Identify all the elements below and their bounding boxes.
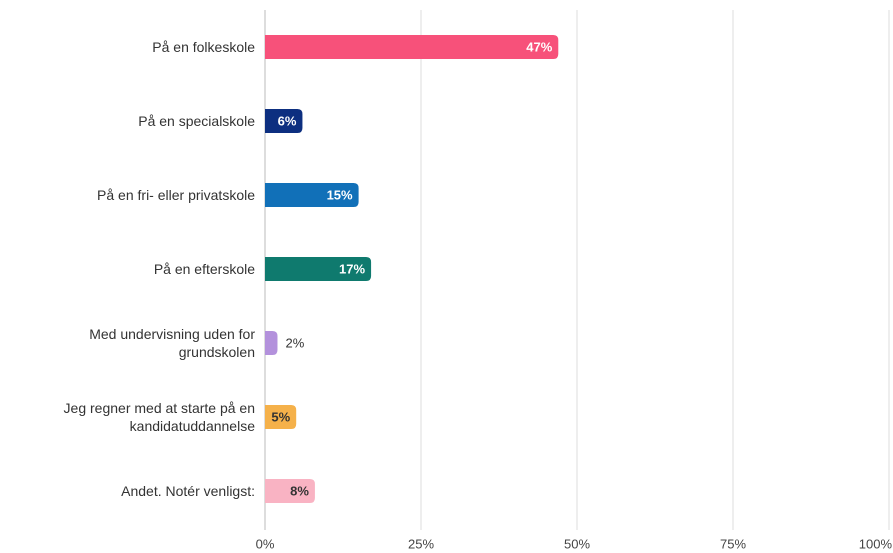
x-tick-label: 25%: [408, 536, 434, 551]
category-label: Med undervisning uden for grundskolen: [89, 326, 255, 360]
x-tick-label: 0%: [256, 536, 275, 551]
value-label: 2%: [285, 335, 304, 350]
x-tick-label: 75%: [720, 536, 746, 551]
category-label: Andet. Notér venligst:: [121, 483, 255, 499]
category-label: På en specialskole: [138, 113, 255, 129]
bar: [265, 183, 359, 207]
value-label: 47%: [526, 39, 552, 54]
bar: [265, 35, 559, 59]
value-label: 6%: [278, 113, 297, 128]
category-label: På en folkeskole: [152, 39, 255, 55]
category-label: På en fri- eller privatskole: [97, 187, 255, 203]
bar: [265, 331, 278, 355]
category-label: Jeg regner med at starte på en kandidatu…: [63, 400, 255, 434]
category-label: På en efterskole: [153, 261, 255, 277]
x-tick-label: 100%: [859, 536, 893, 551]
bar: [265, 257, 372, 281]
value-label: 17%: [339, 261, 365, 276]
value-label: 8%: [290, 483, 309, 498]
x-tick-label: 50%: [564, 536, 590, 551]
value-label: 5%: [271, 409, 290, 424]
bar: [265, 479, 315, 503]
value-label: 15%: [327, 187, 353, 202]
bar: [265, 405, 297, 429]
bar: [265, 109, 303, 133]
